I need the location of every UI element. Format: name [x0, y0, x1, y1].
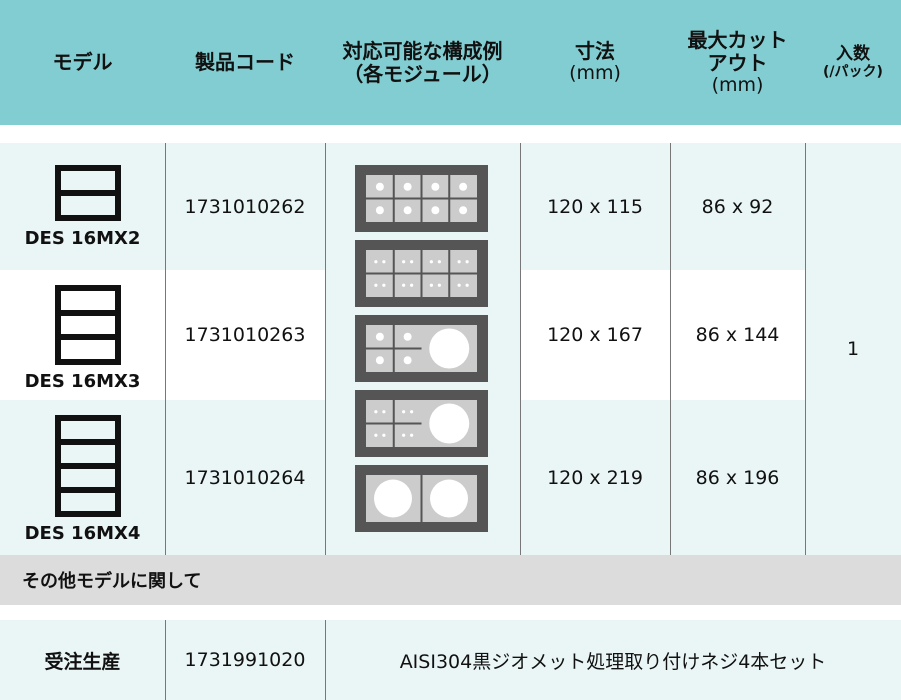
cutout: 86 x 92 [701, 195, 774, 218]
panel-part [374, 433, 378, 437]
divider [670, 143, 671, 555]
panel-part [431, 182, 440, 191]
section-band [0, 555, 901, 605]
panel-part [402, 433, 406, 437]
divider [325, 620, 326, 700]
row-band [805, 270, 901, 400]
panel-part [382, 260, 386, 264]
header-band [0, 0, 901, 125]
panel-part [459, 206, 468, 215]
header-unit: (/パック) [823, 64, 883, 81]
panel-part [403, 332, 412, 341]
panel-part [465, 283, 469, 287]
panel-part [410, 433, 414, 437]
column-header: 最大カットアウト (mm) [670, 0, 805, 125]
cutout: 86 x 196 [695, 466, 780, 489]
model-icon [55, 415, 121, 517]
extra-description: AISI304黒ジオメット処理取り付けネジ4本セット [399, 650, 827, 673]
header-unit: (mm) [569, 62, 621, 85]
header-title: モデル [52, 50, 113, 74]
config-panels [355, 165, 488, 532]
panel-part [402, 410, 406, 414]
extra-code: 1731991020 [184, 649, 306, 671]
panel-part [429, 403, 470, 444]
header-title: 製品コード [195, 50, 295, 74]
panel-part [410, 260, 414, 264]
column-header: モデル [0, 0, 165, 125]
panel-part [375, 182, 384, 191]
model-icon [55, 165, 121, 221]
header-title: 最大カットアウト [687, 27, 788, 75]
panel-part [403, 356, 412, 365]
quantity: 1 [846, 338, 860, 360]
product-code: 1731010262 [184, 195, 306, 218]
panel-part [437, 260, 441, 264]
panel-part [374, 410, 378, 414]
divider [325, 143, 326, 555]
panel-part [410, 410, 414, 414]
panel-part [403, 182, 412, 191]
panel-part [375, 332, 384, 341]
header-title: 寸法 [575, 39, 615, 64]
size: 120 x 167 [547, 324, 643, 346]
column-header: 寸法 (mm) [520, 0, 670, 125]
divider [520, 143, 521, 555]
panel-part [429, 260, 433, 264]
header-title: 入数 [836, 43, 870, 64]
column-header: 対応可能な構成例（各モジュール） [325, 0, 520, 125]
product-code: 1731010264 [184, 466, 306, 489]
panel-part [457, 260, 461, 264]
divider [165, 143, 166, 555]
panel-part [429, 328, 470, 369]
panel-part [465, 260, 469, 264]
panel-part [410, 283, 414, 287]
panel-part [403, 206, 412, 215]
panel-part [429, 283, 433, 287]
panel-part [457, 283, 461, 287]
header-unit: (mm) [711, 73, 764, 96]
product-code: 1731010263 [184, 324, 306, 346]
panel-part [382, 410, 386, 414]
column-header: 入数 (/パック) [805, 0, 901, 125]
size: 120 x 219 [547, 466, 643, 489]
panel-part [374, 260, 378, 264]
panel-part [374, 479, 412, 518]
model-name: DES 16MX3 [24, 370, 141, 392]
cutout: 86 x 144 [695, 324, 780, 346]
divider [165, 620, 166, 700]
column-header: 製品コード [165, 0, 325, 125]
extra-name: 受注生産 [44, 650, 121, 673]
header-title: 対応可能な構成例（各モジュール） [342, 38, 503, 86]
panel-part [402, 283, 406, 287]
panel-part [431, 206, 440, 215]
panel-part [382, 283, 386, 287]
panel-part [430, 479, 468, 518]
panel-part [375, 206, 384, 215]
divider [805, 143, 806, 555]
size: 120 x 115 [547, 195, 643, 218]
panel-part [374, 283, 378, 287]
row-band [0, 620, 901, 700]
panel-part [402, 260, 406, 264]
panel-part [382, 433, 386, 437]
model-icon [55, 285, 121, 365]
panel-part [459, 182, 468, 191]
model-name: DES 16MX2 [24, 227, 141, 249]
panel-part [437, 283, 441, 287]
section-title: その他モデルに関して [22, 571, 202, 592]
model-name: DES 16MX4 [24, 522, 141, 544]
panel-part [375, 356, 384, 365]
